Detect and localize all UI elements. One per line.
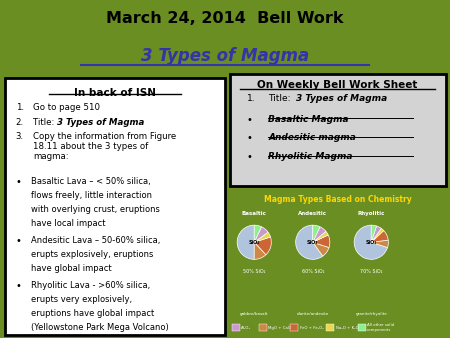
Wedge shape [254, 227, 268, 242]
Text: Al₂O₃: Al₂O₃ [241, 325, 251, 330]
Wedge shape [371, 228, 384, 242]
Text: Andesitic Lava – 50-60% silica,: Andesitic Lava – 50-60% silica, [31, 236, 160, 245]
Text: •: • [15, 236, 22, 246]
Wedge shape [313, 235, 330, 247]
Text: Rhyolitic: Rhyolitic [358, 211, 385, 216]
Text: 2.: 2. [15, 118, 24, 126]
Text: Na₂O + K₂O: Na₂O + K₂O [336, 325, 359, 330]
Wedge shape [313, 232, 328, 242]
Text: •: • [247, 115, 252, 124]
Text: Basaltic Magma: Basaltic Magma [268, 115, 349, 123]
Text: have local impact: have local impact [31, 219, 105, 228]
Text: FeO + Fe₂O₃: FeO + Fe₂O₃ [300, 325, 324, 330]
Text: 70% SiO₂: 70% SiO₂ [360, 269, 382, 274]
Text: MgO + CaO: MgO + CaO [268, 325, 291, 330]
Text: 3 Types of Magma: 3 Types of Magma [141, 47, 309, 65]
Text: granite/rhyolite: granite/rhyolite [356, 312, 387, 316]
Text: In back of ISN: In back of ISN [74, 88, 156, 98]
Text: erupts very explosively,: erupts very explosively, [31, 295, 132, 304]
Text: •: • [247, 134, 252, 143]
Wedge shape [371, 231, 388, 242]
Text: Rhyolitic Magma: Rhyolitic Magma [268, 152, 353, 162]
Wedge shape [313, 225, 320, 242]
Wedge shape [254, 225, 261, 242]
Text: 3 Types of Magma: 3 Types of Magma [58, 118, 145, 126]
Text: 3 Types of Magma: 3 Types of Magma [297, 94, 388, 103]
Wedge shape [313, 227, 326, 242]
Wedge shape [296, 225, 323, 259]
Text: gabbro/basalt: gabbro/basalt [240, 312, 269, 316]
Text: March 24, 2014  Bell Work: March 24, 2014 Bell Work [106, 11, 344, 26]
Text: 1.: 1. [247, 94, 256, 103]
Text: Copy the information from Figure
18.11 about the 3 types of
magma:: Copy the information from Figure 18.11 a… [33, 132, 176, 162]
Text: with overlying crust, eruptions: with overlying crust, eruptions [31, 205, 160, 214]
Text: Title:: Title: [268, 94, 294, 103]
Text: SiO₂: SiO₂ [307, 240, 319, 245]
Text: Rhyolitic Lava - >60% silica,: Rhyolitic Lava - >60% silica, [31, 281, 150, 290]
Text: eruptions have global impact: eruptions have global impact [31, 309, 154, 318]
Text: 50% SiO₂: 50% SiO₂ [243, 269, 266, 274]
Text: Basaltic: Basaltic [242, 211, 267, 216]
Text: •: • [15, 177, 22, 187]
Text: 1.: 1. [15, 103, 24, 113]
Text: Basaltic Lava – < 50% silica,: Basaltic Lava – < 50% silica, [31, 177, 151, 186]
Wedge shape [371, 225, 377, 242]
Wedge shape [313, 242, 329, 256]
Wedge shape [254, 232, 270, 242]
Text: On Weekly Bell Work Sheet: On Weekly Bell Work Sheet [257, 80, 418, 90]
Text: •: • [15, 281, 22, 291]
Text: 60% SiO₂: 60% SiO₂ [302, 269, 324, 274]
Wedge shape [254, 242, 266, 259]
Wedge shape [371, 226, 381, 242]
Wedge shape [354, 225, 387, 259]
Text: Andesitic: Andesitic [298, 211, 327, 216]
FancyBboxPatch shape [4, 78, 225, 335]
Text: 3.: 3. [15, 132, 24, 141]
Wedge shape [237, 225, 254, 259]
FancyBboxPatch shape [230, 74, 446, 186]
Wedge shape [371, 240, 388, 247]
Text: Go to page 510: Go to page 510 [33, 103, 100, 113]
Text: diorite/andesite: diorite/andesite [297, 312, 329, 316]
Text: SiO₂: SiO₂ [248, 240, 260, 245]
Text: have global impact: have global impact [31, 264, 112, 273]
Text: flows freely, little interaction: flows freely, little interaction [31, 191, 152, 200]
Text: SiO₂: SiO₂ [365, 240, 377, 245]
Text: erupts explosively, eruptions: erupts explosively, eruptions [31, 250, 153, 259]
Text: Magma Types Based on Chemistry: Magma Types Based on Chemistry [264, 195, 411, 204]
Text: All other solid
components: All other solid components [367, 323, 394, 332]
Text: •: • [247, 152, 252, 163]
Text: (Yellowstone Park Mega Volcano): (Yellowstone Park Mega Volcano) [31, 323, 169, 332]
Text: Andesitic magma: Andesitic magma [268, 134, 356, 143]
Text: Title:: Title: [33, 118, 57, 126]
Wedge shape [254, 237, 271, 255]
